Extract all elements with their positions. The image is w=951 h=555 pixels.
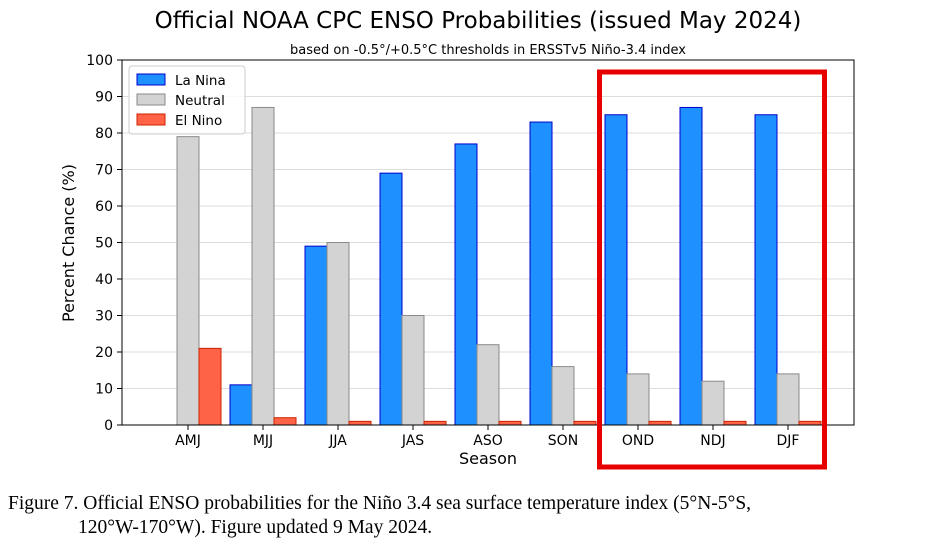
- y-tick-label: 30: [95, 309, 113, 325]
- figure-caption: Figure 7. Official ENSO probabilities fo…: [8, 492, 943, 540]
- y-tick-label: 10: [95, 382, 113, 398]
- legend-label: Neutral: [175, 93, 225, 109]
- bar: [604, 114, 628, 426]
- bar: [476, 344, 500, 426]
- bar: [776, 373, 800, 426]
- y-tick-label: 70: [95, 163, 113, 179]
- bar: [348, 420, 372, 426]
- bar: [573, 420, 597, 426]
- bar: [304, 245, 328, 426]
- bar: [551, 366, 575, 426]
- bar: [176, 136, 200, 426]
- y-tick-label: 0: [104, 418, 113, 434]
- y-tick-label: 20: [95, 345, 113, 361]
- bar: [529, 121, 553, 426]
- x-tick-label: AMJ: [175, 433, 201, 449]
- legend-swatch: [136, 73, 166, 86]
- bar: [198, 347, 222, 426]
- bar: [498, 420, 522, 426]
- bar: [626, 373, 650, 426]
- y-axis-label: Percent Chance (%): [59, 164, 78, 322]
- legend-label: La Nina: [175, 73, 226, 89]
- x-axis-label: Season: [459, 449, 517, 468]
- chart-title: Official NOAA CPC ENSO Probabilities (is…: [155, 8, 802, 34]
- x-tick-label: ASO: [473, 433, 502, 449]
- caption-line-1: Figure 7. Official ENSO probabilities fo…: [8, 493, 752, 514]
- bar: [229, 384, 253, 426]
- x-tick-label: MJJ: [253, 433, 273, 449]
- highlight-box: [597, 69, 827, 470]
- x-tick-label: DJF: [777, 433, 800, 449]
- bar: [701, 380, 725, 426]
- chart-subtitle: based on -0.5°/+0.5°C thresholds in ERSS…: [290, 43, 686, 58]
- legend-swatch: [136, 113, 166, 126]
- y-tick-label: 40: [95, 272, 113, 288]
- y-tick-label: 60: [95, 199, 113, 215]
- bar: [798, 420, 822, 426]
- bar: [648, 420, 672, 426]
- x-tick-label: NDJ: [700, 433, 725, 449]
- legend-label: El Nino: [175, 113, 222, 129]
- y-tick-label: 80: [95, 126, 113, 142]
- y-tick-label: 90: [95, 90, 113, 106]
- x-tick-label: OND: [622, 433, 654, 449]
- legend-swatch: [136, 93, 166, 106]
- legend: La Nina Neutral El Nino: [128, 65, 246, 135]
- enso-chart: Official NOAA CPC ENSO Probabilities (is…: [59, 8, 855, 470]
- bar: [251, 106, 275, 426]
- x-tick-label: JJA: [328, 433, 347, 449]
- bar: [754, 114, 778, 426]
- bar: [273, 417, 297, 426]
- bar: [401, 315, 425, 426]
- bar: [326, 242, 350, 426]
- gridlines: [122, 96, 854, 389]
- axes: 0 10 20 30 40 50 60 70 80 90 100 AMJ MJJ JJA JAS ASO SON…: [86, 53, 799, 449]
- x-tick-label: SON: [548, 433, 578, 449]
- bar: [379, 172, 403, 426]
- bar: [679, 106, 703, 426]
- y-tick-label: 100: [86, 53, 113, 69]
- caption-line-2: 120°W-170°W). Figure updated 9 May 2024.: [78, 517, 433, 538]
- bar: [454, 143, 478, 426]
- x-tick-label: JAS: [401, 433, 424, 449]
- bar: [423, 420, 447, 426]
- bar: [723, 420, 747, 426]
- y-tick-label: 50: [95, 236, 113, 252]
- bars: [176, 106, 822, 426]
